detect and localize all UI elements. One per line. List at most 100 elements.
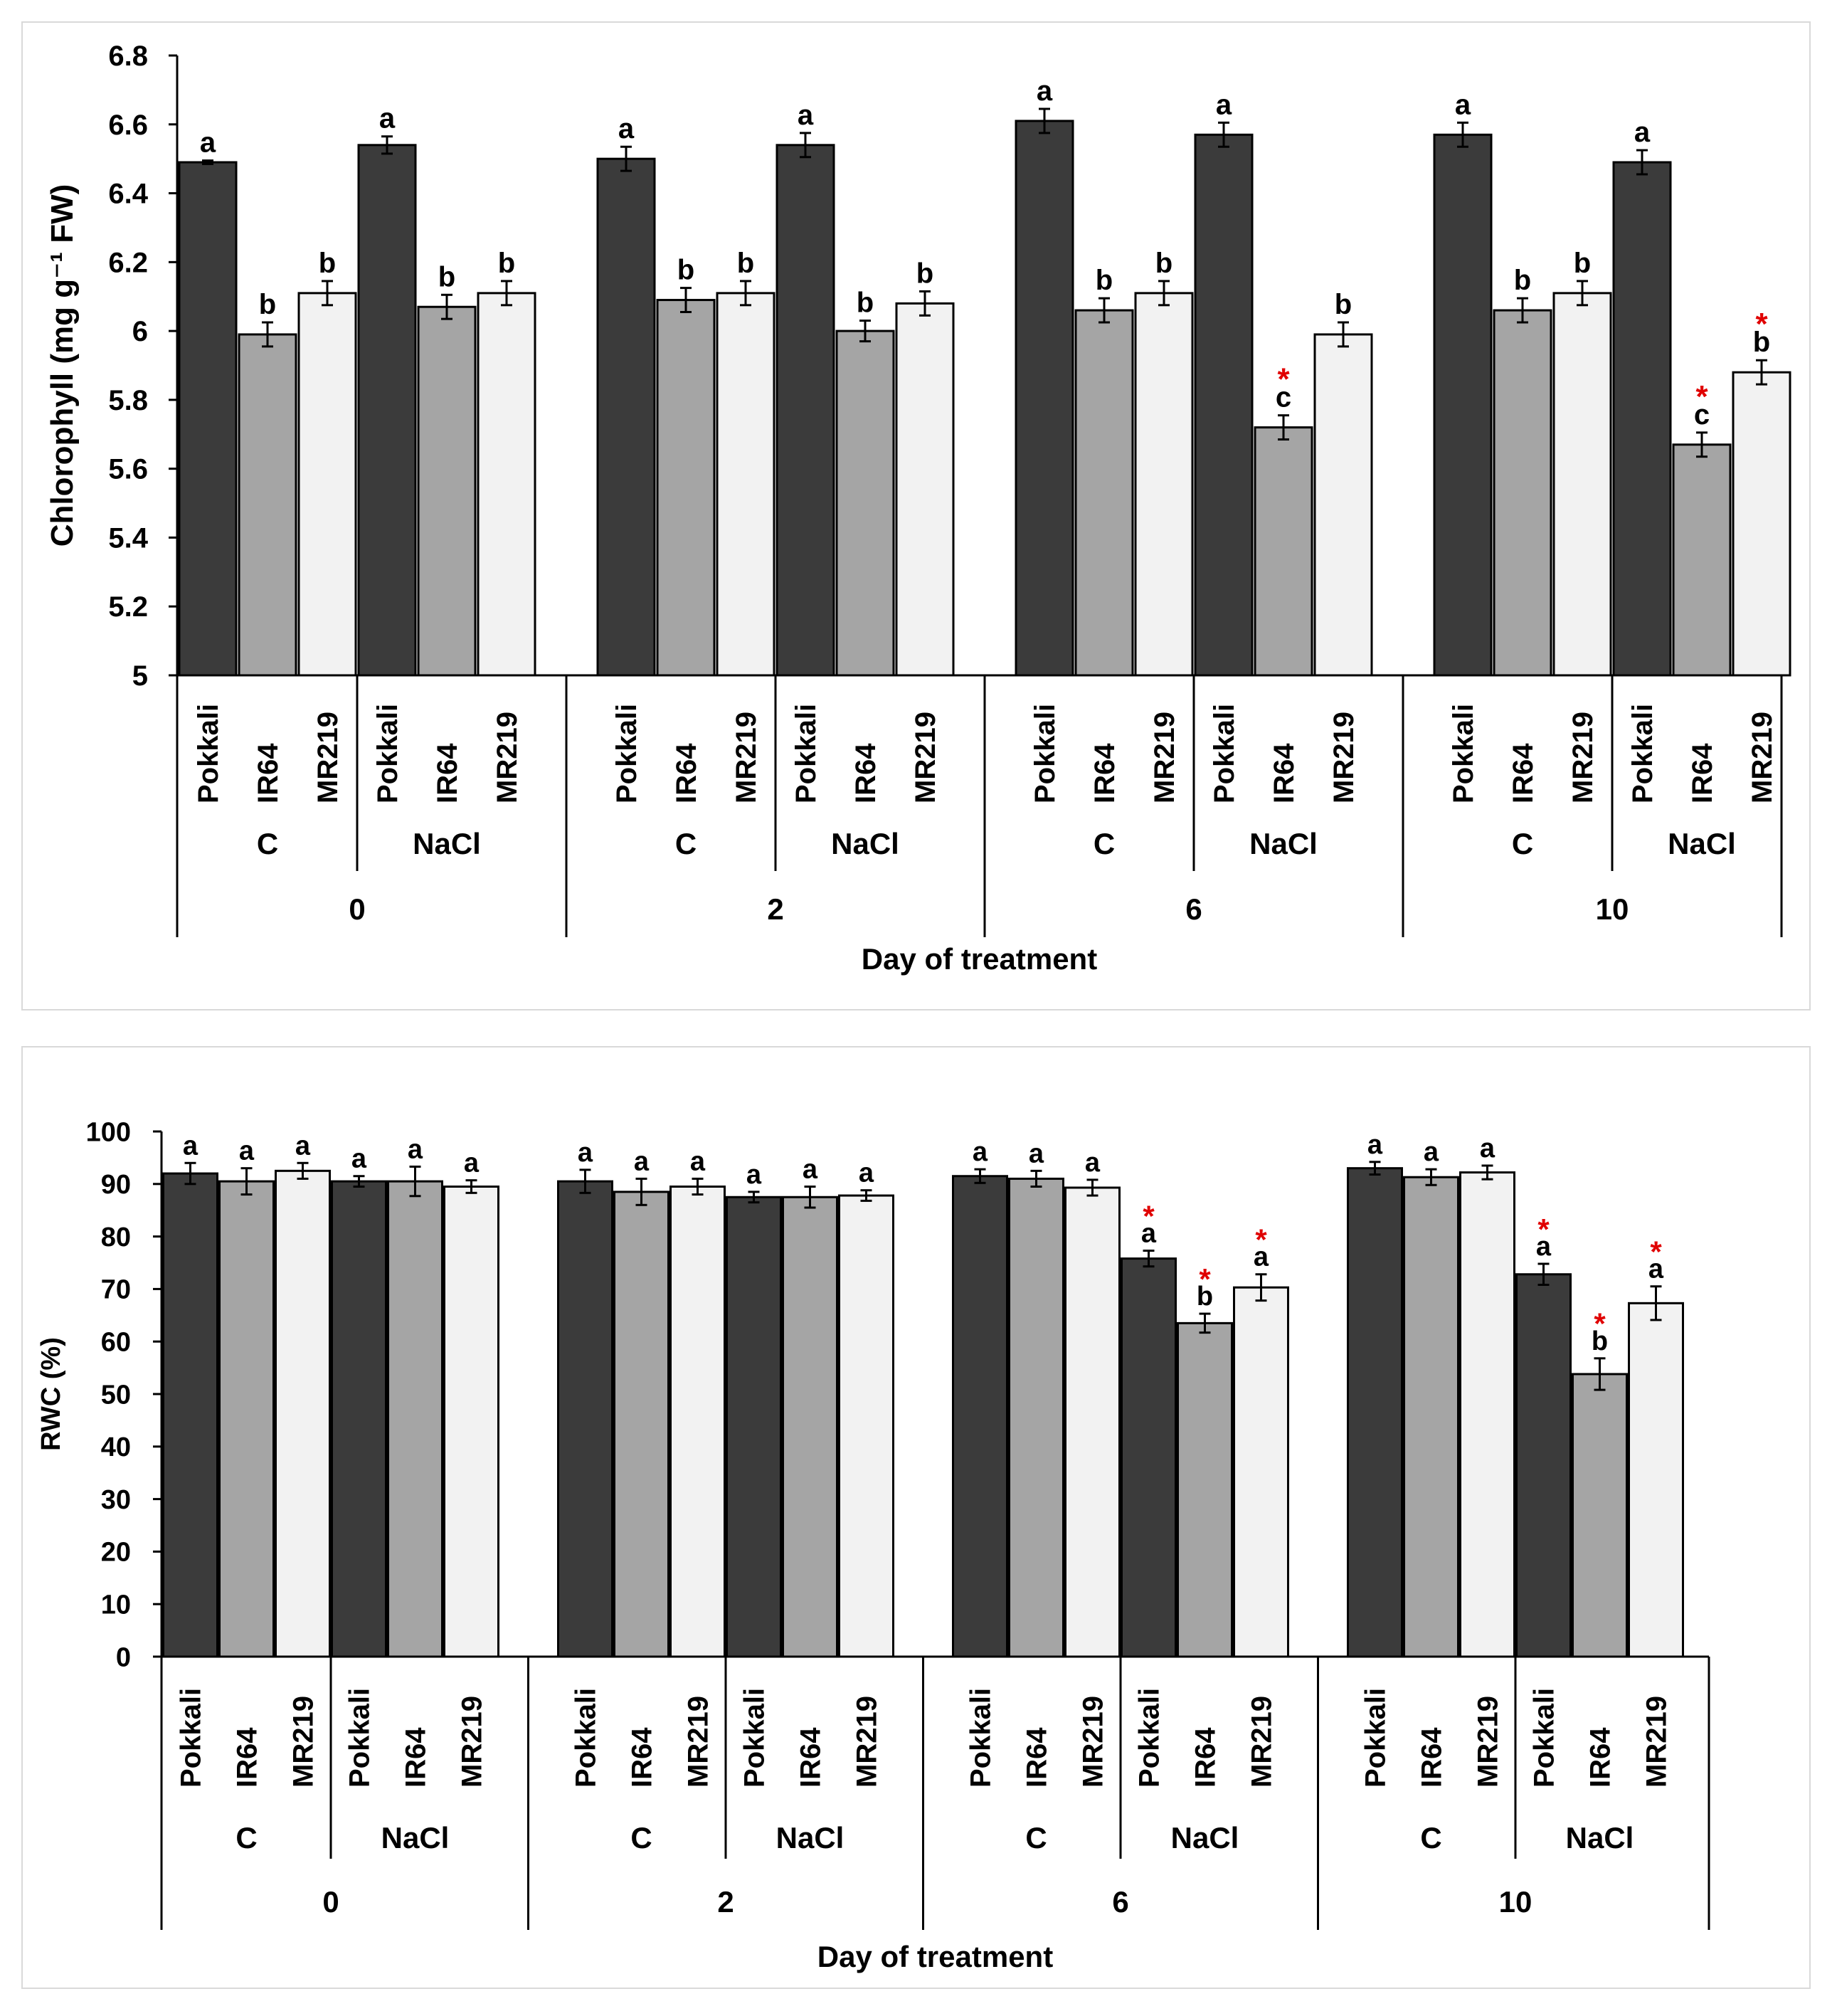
bar-ir64 <box>656 299 716 677</box>
significance-letter: b <box>1197 1282 1213 1312</box>
significance-letter: a <box>295 1131 311 1161</box>
significance-letter: b <box>1574 248 1591 279</box>
treatment-label: NaCl <box>1566 1821 1634 1854</box>
treatment-label: NaCl <box>776 1821 845 1854</box>
category-label: IR64 <box>432 743 463 803</box>
bar-mr219 <box>1134 292 1194 677</box>
category-label: MR219 <box>1328 712 1360 803</box>
significance-letter: b <box>737 248 754 279</box>
category-label: MR219 <box>852 1696 883 1788</box>
category-label: MR219 <box>457 1696 488 1788</box>
category-label: IR64 <box>1190 1727 1222 1788</box>
category-label: IR64 <box>1687 743 1718 803</box>
bar-pokkali <box>1194 133 1254 677</box>
category-label: MR219 <box>1567 712 1599 803</box>
bar-mr219 <box>1732 371 1791 677</box>
category-label: MR219 <box>1641 1696 1673 1788</box>
bar-ir64 <box>1572 1373 1628 1658</box>
bar-pokkali <box>1433 133 1493 677</box>
category-label: Pokkali <box>1627 704 1658 803</box>
y-tick-label: 40 <box>101 1432 131 1462</box>
significance-letter: b <box>1096 265 1113 296</box>
category-label: MR219 <box>910 712 941 803</box>
significance-letter: b <box>1592 1326 1608 1356</box>
significance-letter: a <box>803 1154 818 1184</box>
significance-star: * <box>1143 1199 1155 1233</box>
bar-mr219 <box>477 292 536 677</box>
significance-letter: a <box>1455 89 1471 120</box>
y-tick-label: 20 <box>101 1538 131 1568</box>
category-label: MR219 <box>731 712 762 803</box>
significance-letter: a <box>798 100 814 131</box>
bar-pokkali <box>775 144 835 677</box>
significance-letter: a <box>200 127 216 159</box>
category-label: Pokkali <box>611 704 642 803</box>
bar-pokkali <box>1121 1257 1177 1658</box>
significance-letter: a <box>746 1160 762 1190</box>
category-label: IR64 <box>1269 743 1300 803</box>
bar-ir64 <box>1008 1177 1064 1658</box>
category-label: Pokkali <box>1448 704 1479 803</box>
category-label: MR219 <box>1747 712 1778 803</box>
treatment-label: NaCl <box>831 827 899 860</box>
significance-letter: b <box>857 287 874 319</box>
significance-letter: b <box>498 248 515 279</box>
treatment-label: C <box>1512 827 1533 860</box>
category-label: Pokkali <box>1134 1688 1165 1788</box>
bar-ir64 <box>417 305 477 677</box>
bar-ir64 <box>1074 309 1134 677</box>
bar-pokkali <box>1347 1167 1403 1658</box>
bar-pokkali <box>357 144 417 677</box>
bar-ir64 <box>782 1196 838 1658</box>
bar-mr219 <box>1628 1302 1684 1658</box>
category-label: IR64 <box>401 1727 432 1788</box>
significance-letter: a <box>578 1138 593 1168</box>
significance-letter: a <box>1254 1242 1269 1272</box>
y-tick-label: 5.2 <box>108 591 148 623</box>
x-axis-title: Day of treatment <box>862 942 1097 976</box>
bar-ir64 <box>238 333 297 677</box>
bar-ir64 <box>1672 443 1732 677</box>
bar-mr219 <box>1552 292 1612 677</box>
bar-pokkali <box>557 1180 613 1658</box>
significance-letter: a <box>1634 117 1651 148</box>
bar-mr219 <box>895 302 955 677</box>
significance-letter: b <box>259 289 276 320</box>
day-label: 2 <box>717 1885 734 1919</box>
y-tick-label: 90 <box>101 1170 131 1200</box>
bar-ir64 <box>613 1191 669 1658</box>
day-label: 6 <box>1185 892 1202 926</box>
bar-mr219 <box>838 1194 894 1658</box>
significance-letter: a <box>1480 1134 1495 1163</box>
bar-ir64 <box>1493 309 1552 677</box>
significance-letter: a <box>1029 1139 1044 1168</box>
significance-letter: a <box>1367 1130 1383 1160</box>
treatment-label: NaCl <box>1249 827 1318 860</box>
y-tick-label: 6.6 <box>108 110 148 141</box>
bar-pokkali <box>331 1180 387 1658</box>
significance-star: * <box>1755 307 1768 342</box>
treatment-label: C <box>675 827 697 860</box>
y-tick-label: 6.4 <box>108 179 148 210</box>
category-label: Pokkali <box>1529 1688 1560 1788</box>
x-axis-title: Day of treatment <box>817 1940 1053 1973</box>
bar-ir64 <box>218 1180 275 1658</box>
category-label: IR64 <box>627 1727 658 1788</box>
bar-mr219 <box>1064 1186 1121 1658</box>
treatment-label: C <box>257 827 278 860</box>
category-label: Pokkali <box>1360 1688 1392 1788</box>
bar-mr219 <box>716 292 775 677</box>
bar-mr219 <box>1313 333 1373 677</box>
y-tick-label: 80 <box>101 1223 131 1252</box>
y-tick-label: 6.8 <box>108 41 148 72</box>
significance-star: * <box>1277 362 1290 397</box>
category-label: Pokkali <box>571 1688 602 1788</box>
y-tick-label: 0 <box>116 1642 131 1672</box>
bar-ir64 <box>1177 1321 1233 1658</box>
significance-star: * <box>1594 1307 1606 1341</box>
bar-pokkali <box>1515 1273 1572 1658</box>
day-label: 0 <box>349 892 365 926</box>
treatment-label: C <box>1025 1821 1047 1854</box>
category-label: Pokkali <box>372 704 403 803</box>
